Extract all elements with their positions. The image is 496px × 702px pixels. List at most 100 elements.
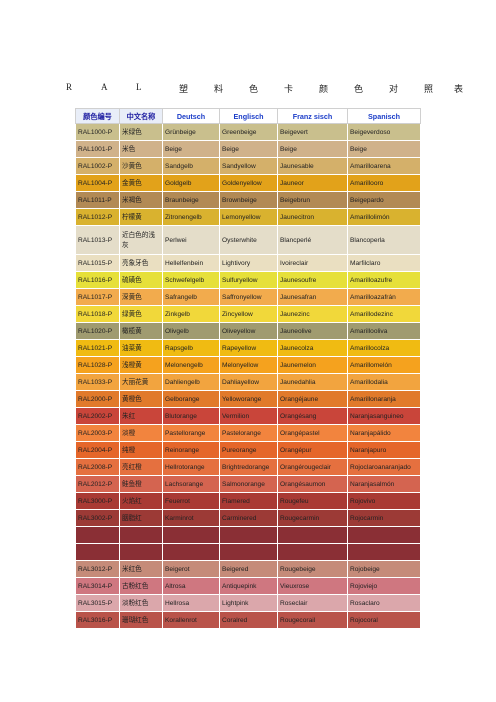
cell-color-code: RAL2002-P (75, 407, 120, 425)
cell-chinese-name: 柠檬黄 (119, 208, 163, 226)
header-color-code: 颜色编号 (75, 108, 120, 124)
cell-chinese-name: 淡粉红色 (119, 594, 163, 612)
cell-englisch: Vermilion (219, 407, 278, 425)
cell-chinese-name: 米褐色 (119, 191, 163, 209)
cell-spanisch: Amarillonaranja (347, 390, 421, 408)
cell-color-code: RAL3012-P (75, 560, 120, 578)
table-row: RAL2012-P 鲑鱼橙 Lachsorange Salmonorange Orang… (75, 475, 421, 493)
cell-chinese-name: 黄橙色 (119, 390, 163, 408)
cell-franzosisch: Jauneor (277, 174, 348, 192)
cell-deutsch: Karminrot (162, 509, 220, 527)
cell-franzosisch: Jaunesable (277, 157, 348, 175)
cell-color-code: RAL1000-P (75, 123, 120, 141)
cell-spanisch: Naranjapuro (347, 441, 421, 459)
cell-spanisch: Rojoclaroanaranjado (347, 458, 421, 476)
title-char: A (101, 82, 108, 92)
cell-spanisch: Amarillodalia (347, 373, 421, 391)
cell-color-code: RAL1001-P (75, 140, 120, 158)
title-char: 表 (454, 84, 464, 94)
cell-chinese-name: 金黄色 (119, 174, 163, 192)
cell-deutsch: Zitronengelb (162, 208, 220, 226)
cell-englisch: Greenbeige (219, 123, 278, 141)
cell-franzosisch: Jaunemelon (277, 356, 348, 374)
cell-color-code: RAL3014-P (75, 577, 120, 595)
cell-chinese-name: 鲑鱼橙 (119, 475, 163, 493)
cell-englisch: Yelloworange (219, 390, 278, 408)
cell-spanisch: Rojoviejo (347, 577, 421, 595)
cell-chinese-name: 亮象牙色 (119, 254, 163, 272)
header-spanisch: Spanisch (347, 108, 421, 124)
cell-spanisch: Beige (347, 140, 421, 158)
cell-deutsch: Lachsorange (162, 475, 220, 493)
cell-englisch: Flamered (219, 492, 278, 510)
table-row: RAL1033-P 大丽花黄 Dahliengelb Dahliayellow Jaun… (75, 373, 421, 391)
cell-chinese-name: 淡橙 (119, 424, 163, 442)
cell-chinese-name (119, 526, 163, 544)
cell-color-code: RAL3016-P (75, 611, 120, 629)
cell-englisch: Sulfuryellow (219, 271, 278, 289)
table-row: RAL1021-P 油菜黄 Rapsgelb Rapeyellow Jaunecolza… (75, 339, 421, 357)
cell-franzosisch: Blancperlé (277, 225, 348, 255)
cell-spanisch: Marfilclaro (347, 254, 421, 272)
cell-deutsch (162, 526, 220, 544)
title-char: 照 (424, 84, 434, 94)
title-char: 对 (389, 84, 399, 94)
cell-chinese-name: 米绿色 (119, 123, 163, 141)
table-row: RAL2003-P 淡橙 Pastellorange Pastelorange Oran… (75, 424, 421, 442)
cell-color-code: RAL1033-P (75, 373, 120, 391)
cell-englisch (219, 543, 278, 561)
cell-franzosisch: Orangépur (277, 441, 348, 459)
cell-spanisch: Rojovivo (347, 492, 421, 510)
cell-chinese-name: 大丽花黄 (119, 373, 163, 391)
table-row: RAL3015-P 淡粉红色 Hellrosa Lightpink Roseclair R… (75, 594, 421, 612)
cell-deutsch: Perlwei (162, 225, 220, 255)
cell-englisch: Antiquepink (219, 577, 278, 595)
cell-franzosisch: Jaunecolza (277, 339, 348, 357)
cell-englisch: Dahliayellow (219, 373, 278, 391)
cell-chinese-name: 深黄色 (119, 288, 163, 306)
cell-englisch: Goldenyellow (219, 174, 278, 192)
cell-spanisch: Rosaclaro (347, 594, 421, 612)
cell-deutsch: Feuerrot (162, 492, 220, 510)
table-row: RAL1011-P 米褐色 Braunbeige Brownbeige Beigebru… (75, 191, 421, 209)
cell-color-code: RAL3015-P (75, 594, 120, 612)
cell-englisch: Oysterwhite (219, 225, 278, 255)
table-row: RAL1020-P 橄榄黄 Olivgelb Oliveyellow Jauneoliv… (75, 322, 421, 340)
cell-franzosisch: Jaunecitron (277, 208, 348, 226)
cell-deutsch: Korallenrot (162, 611, 220, 629)
cell-franzosisch: Jaunesoufre (277, 271, 348, 289)
table-row: RAL3012-P 米红色 Beigerot Beigered Rougebeige Ro… (75, 560, 421, 578)
cell-spanisch: Amarilloarena (347, 157, 421, 175)
table-row: RAL1016-P 硫磺色 Schwefelgelb Sulfuryellow Jaun… (75, 271, 421, 289)
cell-color-code: RAL2012-P (75, 475, 120, 493)
cell-englisch: Coralred (219, 611, 278, 629)
cell-spanisch: Amarillooro (347, 174, 421, 192)
cell-deutsch: Safrangelb (162, 288, 220, 306)
cell-chinese-name: 硫磺色 (119, 271, 163, 289)
cell-englisch: Brownbeige (219, 191, 278, 209)
header-franzosisch: Franz sisch (277, 108, 348, 124)
cell-deutsch: Hellrosa (162, 594, 220, 612)
cell-deutsch: Sandgelb (162, 157, 220, 175)
table-row: RAL2004-P 纯橙 Reinorange Pureorange Orangépur… (75, 441, 421, 459)
cell-color-code (75, 526, 120, 544)
cell-color-code: RAL2008-P (75, 458, 120, 476)
cell-englisch: Beige (219, 140, 278, 158)
cell-color-code: RAL1017-P (75, 288, 120, 306)
cell-franzosisch: Roseclair (277, 594, 348, 612)
table-row: RAL3002-P 胭脂红 Karminrot Carminered Rougecarm… (75, 509, 421, 527)
cell-color-code: RAL1016-P (75, 271, 120, 289)
header-chinese-name: 中文名称 (119, 108, 163, 124)
cell-spanisch: Amarillodezinc (347, 305, 421, 323)
title-char: 料 (214, 84, 224, 94)
cell-englisch: Pureorange (219, 441, 278, 459)
table-row: RAL1015-P 亮象牙色 Hellelfenbein Lightivory Ivoi… (75, 254, 421, 272)
cell-chinese-name: 古粉红色 (119, 577, 163, 595)
cell-deutsch: Hellelfenbein (162, 254, 220, 272)
cell-franzosisch: Orangérougeclair (277, 458, 348, 476)
cell-englisch: Melonyellow (219, 356, 278, 374)
cell-franzosisch: Ivoireclair (277, 254, 348, 272)
cell-deutsch: Altrosa (162, 577, 220, 595)
cell-color-code: RAL2003-P (75, 424, 120, 442)
